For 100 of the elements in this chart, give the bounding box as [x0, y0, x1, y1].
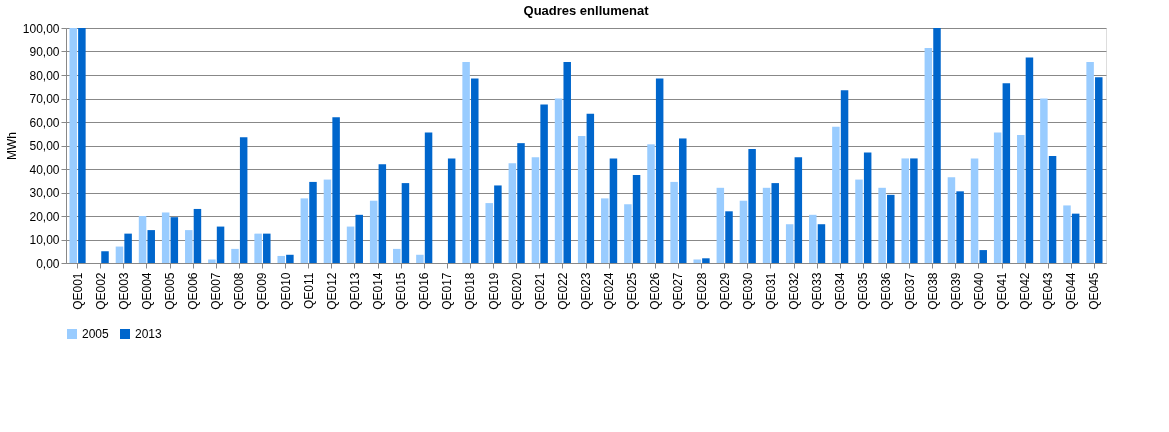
bar [577, 136, 586, 263]
bar [115, 246, 124, 263]
x-tick-label: QE037 [902, 272, 917, 310]
bar [147, 230, 155, 263]
x-tick-label: QE002 [93, 272, 108, 310]
bar [124, 233, 132, 263]
x-tick-label: QE036 [879, 272, 894, 310]
bar [863, 152, 872, 263]
x-tick-label: QE024 [602, 272, 617, 310]
bar [794, 157, 803, 263]
x-tick-label: QE015 [394, 272, 409, 310]
bar [655, 78, 664, 263]
bar [979, 250, 987, 263]
legend-label: 2013 [135, 327, 163, 341]
bar [138, 216, 147, 263]
x-tick-label: QE042 [1018, 272, 1033, 310]
bar [947, 177, 956, 263]
bar [401, 183, 410, 263]
x-tick-label: QE019 [486, 272, 501, 310]
y-axis-title: MWh [4, 132, 19, 160]
bar [393, 248, 401, 263]
bar [161, 212, 170, 263]
bar [101, 251, 109, 263]
y-tick-label: 30,00 [29, 186, 60, 200]
bar [1025, 57, 1034, 263]
bar [832, 126, 840, 263]
y-tick-label: 90,00 [29, 45, 60, 59]
bar [1063, 205, 1071, 263]
y-tick-label: 70,00 [29, 92, 60, 106]
bar [309, 181, 317, 263]
bar [1071, 213, 1080, 263]
y-tick-label: 100,00 [22, 21, 60, 36]
x-tick-label: QE034 [833, 272, 848, 310]
x-tick-label: QE040 [971, 272, 986, 310]
x-tick-label: QE003 [116, 272, 131, 310]
y-tick-label: 60,00 [29, 115, 60, 130]
x-tick-label: QE043 [1041, 272, 1056, 310]
bar [208, 259, 216, 263]
x-tick-label: QE033 [810, 272, 825, 310]
x-tick-label: QE038 [925, 272, 940, 310]
bar [901, 158, 909, 263]
x-tick-label: QE022 [555, 272, 570, 310]
bar [1017, 134, 1025, 263]
bar [693, 259, 701, 263]
bar [878, 187, 886, 263]
x-tick-label: QE045 [1087, 272, 1102, 310]
x-tick-label: QE010 [278, 272, 293, 310]
bar [185, 230, 193, 263]
x-tick-label: QE005 [163, 272, 177, 310]
x-tick-label: QE006 [186, 272, 201, 310]
x-tick-label: QE004 [139, 272, 154, 310]
bar [471, 78, 479, 263]
bar [554, 98, 563, 263]
bar [563, 62, 571, 263]
bar [239, 137, 248, 263]
y-tick-label: 0,00 [36, 256, 60, 271]
bar [679, 138, 687, 263]
x-tick-label: QE031 [763, 272, 778, 310]
x-tick-label: QE035 [856, 272, 871, 310]
bar [277, 255, 285, 263]
bar [254, 233, 262, 263]
bar [809, 214, 817, 263]
x-tick-label: QE020 [509, 272, 524, 310]
bar [517, 143, 525, 263]
bar [286, 254, 294, 263]
x-tick-label: QE028 [694, 272, 709, 310]
bar [170, 217, 179, 263]
bar [762, 187, 771, 263]
y-tick-label: 20,00 [29, 209, 60, 224]
bar [231, 248, 239, 263]
x-tick-label: QE014 [371, 272, 385, 310]
bar [624, 204, 632, 263]
bar [601, 198, 609, 263]
x-tick-label: QE023 [579, 272, 593, 310]
bar [346, 226, 355, 263]
bar [540, 104, 548, 263]
x-tick-label: QE041 [995, 272, 1009, 310]
bar [840, 90, 849, 263]
y-tick-label: 80,00 [29, 68, 60, 83]
x-tick-label: QE016 [417, 272, 432, 310]
bar [855, 179, 863, 263]
x-tick-label: QE017 [440, 272, 455, 310]
bar [424, 132, 433, 263]
bar [494, 185, 502, 263]
bar [739, 200, 748, 263]
bar [647, 144, 655, 263]
bar [887, 194, 895, 263]
x-tick-label: QE039 [948, 272, 963, 310]
bar [1086, 62, 1094, 263]
x-tick-label: QE011 [301, 272, 316, 309]
bar [771, 183, 779, 263]
x-tick-label: QE009 [255, 272, 270, 310]
bar [531, 157, 540, 263]
x-tick-label: QE018 [463, 272, 478, 310]
bar [462, 62, 470, 263]
x-tick-label: QE021 [532, 272, 547, 310]
bar [910, 158, 918, 263]
bar [609, 158, 618, 263]
bar [924, 47, 933, 263]
bar [632, 174, 641, 263]
